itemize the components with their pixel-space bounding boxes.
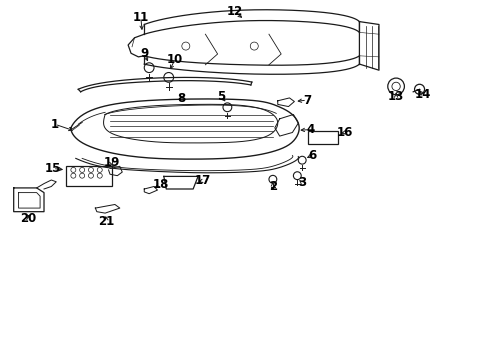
Text: 11: 11: [132, 11, 149, 24]
Text: 13: 13: [387, 90, 404, 103]
Text: 1: 1: [51, 118, 59, 131]
Text: 3: 3: [298, 176, 305, 189]
Text: 7: 7: [303, 94, 310, 107]
Text: 15: 15: [44, 162, 61, 175]
Text: 8: 8: [177, 93, 184, 105]
Text: 14: 14: [414, 88, 430, 101]
Text: 16: 16: [336, 126, 352, 139]
Text: 17: 17: [194, 174, 211, 187]
Bar: [66, 166, 112, 186]
Bar: [307, 131, 338, 144]
Text: 21: 21: [98, 215, 115, 228]
Text: 9: 9: [140, 47, 148, 60]
Text: 18: 18: [152, 178, 168, 191]
Text: 10: 10: [166, 53, 183, 66]
Text: 12: 12: [226, 5, 243, 18]
Text: 20: 20: [20, 212, 37, 225]
Text: 6: 6: [307, 149, 315, 162]
Text: 4: 4: [306, 123, 314, 136]
Text: 2: 2: [268, 180, 276, 193]
Text: 5: 5: [217, 90, 224, 103]
Text: 19: 19: [103, 156, 120, 169]
